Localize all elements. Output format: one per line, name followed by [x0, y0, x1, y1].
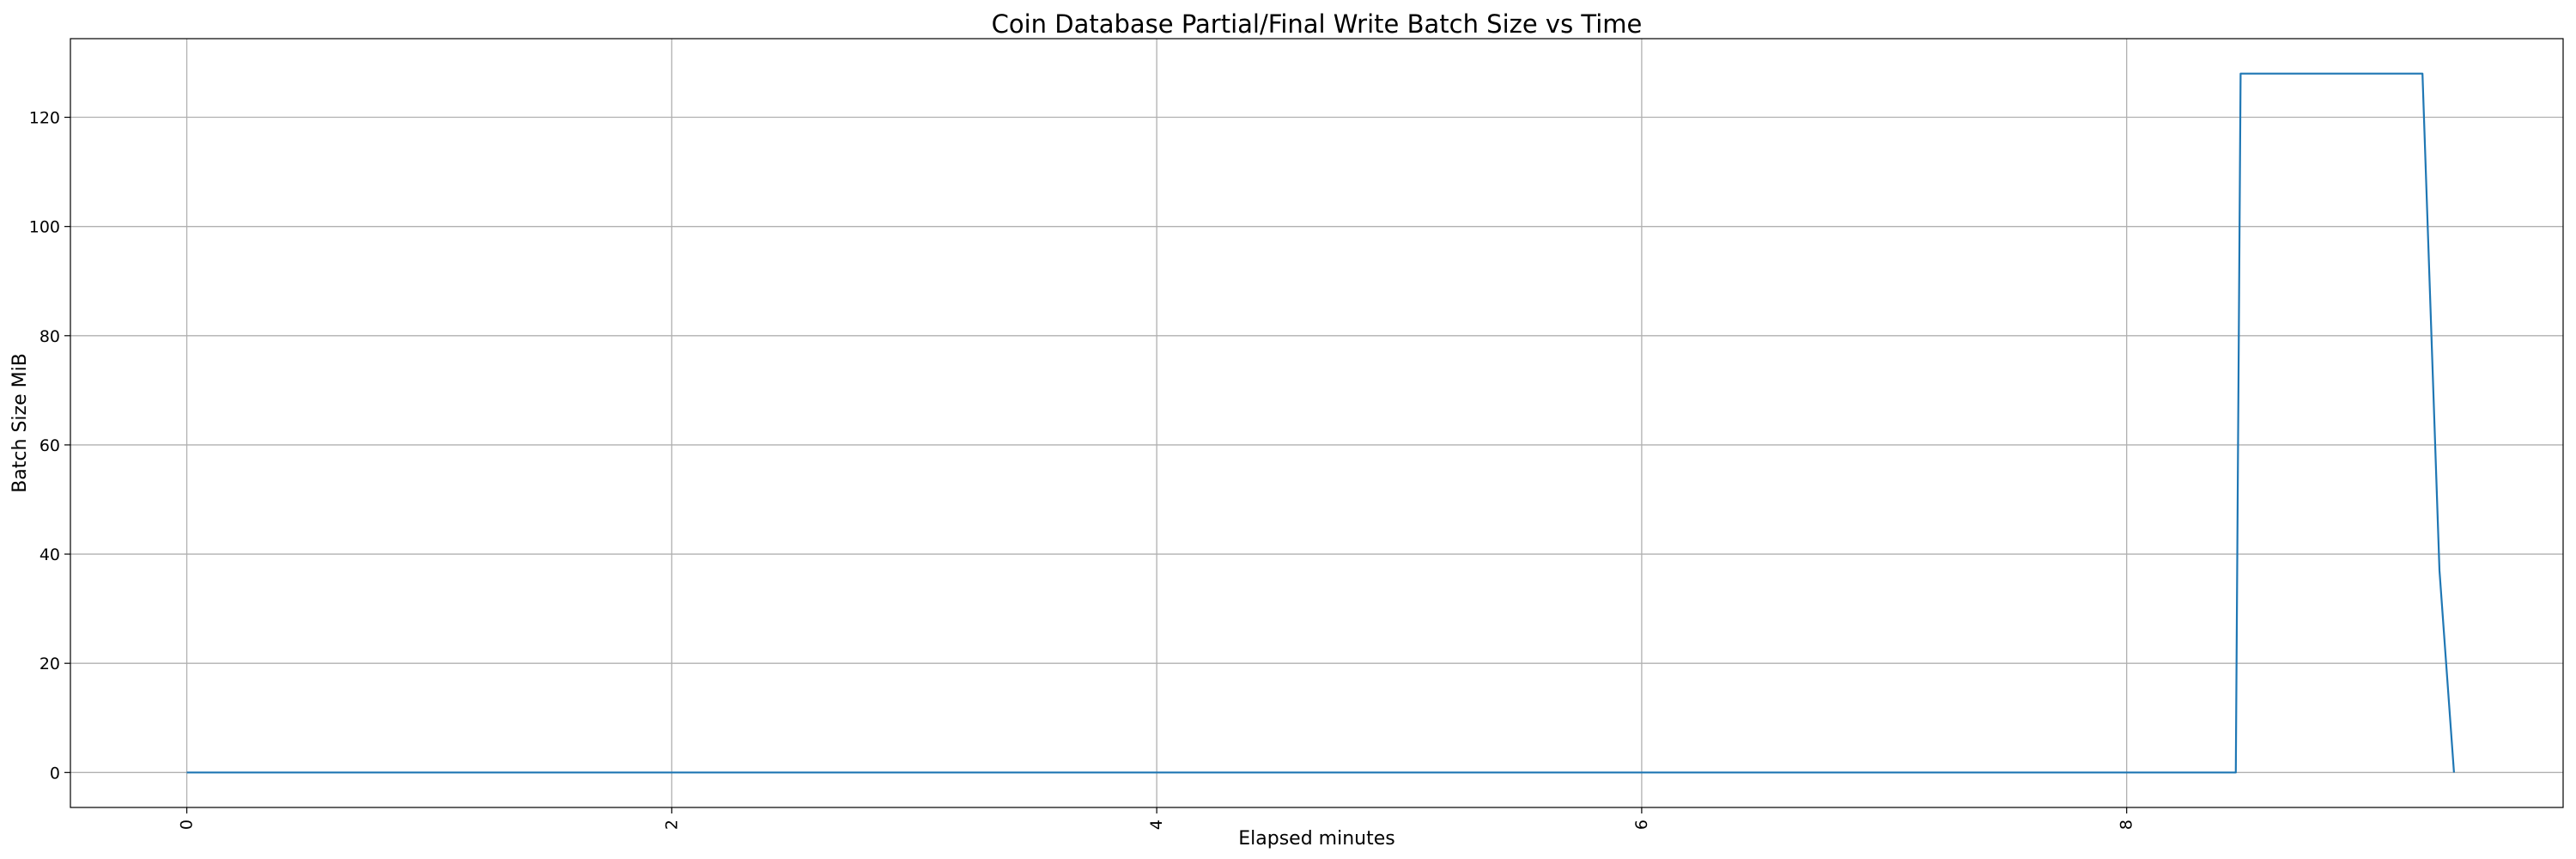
series-layer	[186, 72, 2455, 774]
x-tick-label: 2	[662, 819, 681, 830]
y-tick-label: 20	[39, 655, 60, 673]
x-tick-label: 0	[178, 819, 197, 830]
chart-title: Coin Database Partial/Final Write Batch …	[992, 9, 1643, 39]
x-axis: 0 2 4 6 8	[178, 807, 2136, 830]
series-line	[186, 72, 2455, 774]
y-tick-label: 0	[50, 764, 60, 783]
x-tick-label: 6	[1632, 819, 1651, 830]
plot-frame	[70, 38, 2564, 808]
y-tick-label: 60	[39, 436, 60, 455]
y-axis-label: Batch Size MiB	[9, 353, 31, 493]
x-tick-label: 4	[1147, 819, 1166, 830]
y-tick-label: 80	[39, 327, 60, 346]
x-axis-label: Elapsed minutes	[1238, 828, 1394, 850]
y-tick-label: 100	[29, 218, 60, 237]
y-axis: 0 20 40 60 80 100 120	[29, 109, 70, 783]
y-tick-label: 40	[39, 545, 60, 564]
x-tick-label: 8	[2117, 819, 2136, 830]
y-tick-label: 120	[29, 109, 60, 128]
